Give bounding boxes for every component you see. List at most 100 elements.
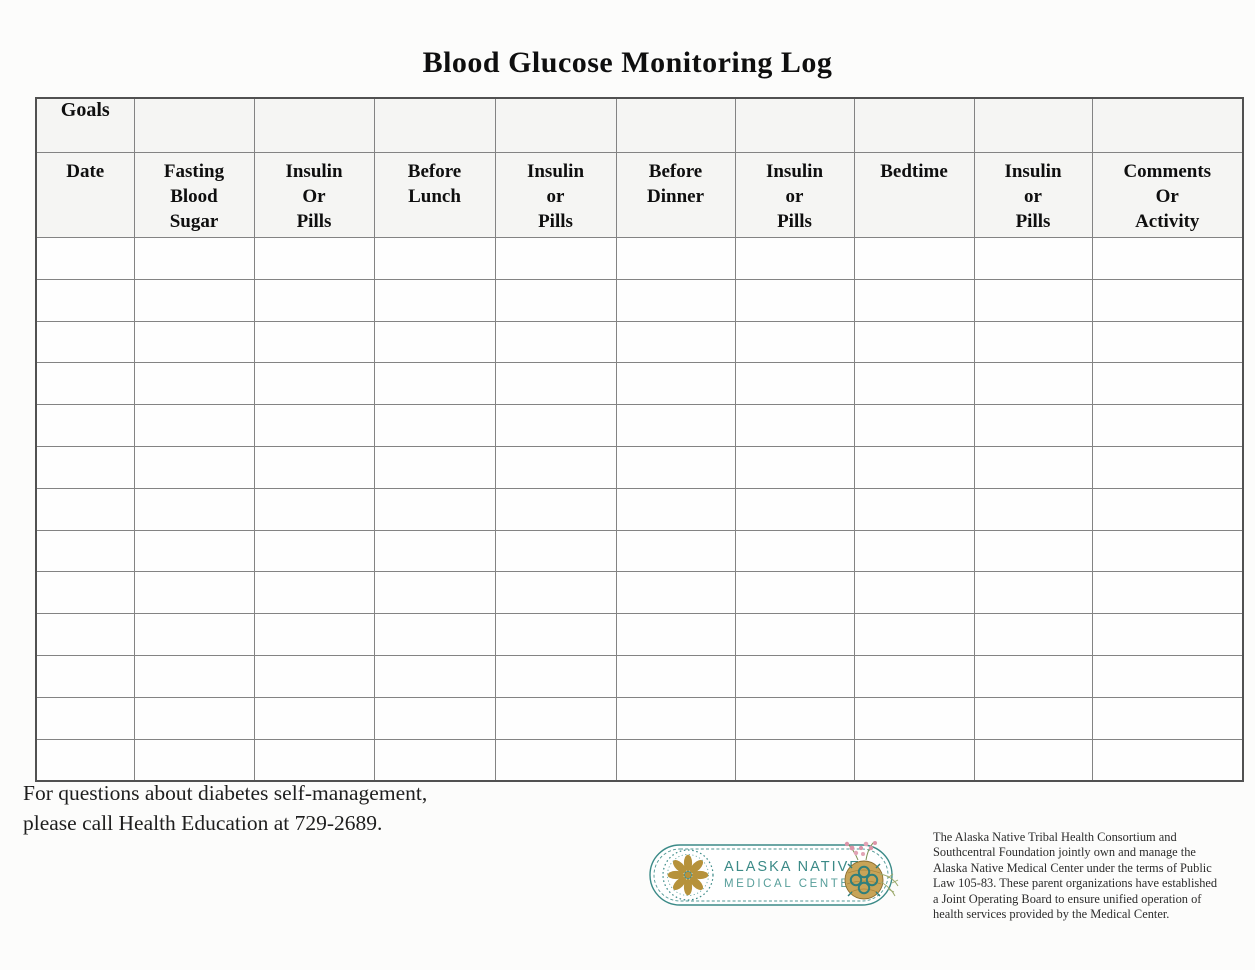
log-entry-cell[interactable] [615,237,736,280]
log-entry-cell[interactable] [133,738,255,782]
log-entry-cell[interactable] [734,738,855,782]
log-entry-cell[interactable] [253,445,375,489]
log-entry-cell[interactable] [494,696,617,740]
log-entry-cell[interactable] [494,320,617,364]
log-entry-cell[interactable] [615,320,736,364]
log-entry-cell[interactable] [973,571,1093,615]
log-entry-cell[interactable] [734,320,855,364]
goals-entry-cell[interactable] [1091,97,1244,153]
log-entry-cell[interactable] [1091,404,1244,447]
log-entry-cell[interactable] [373,571,496,615]
log-entry-cell[interactable] [734,362,855,406]
log-entry-cell[interactable] [973,487,1093,531]
log-entry-cell[interactable] [494,529,617,573]
log-entry-cell[interactable] [853,571,975,615]
goals-entry-cell[interactable] [973,97,1093,153]
log-entry-cell[interactable] [253,237,375,280]
log-entry-cell[interactable] [1091,445,1244,489]
goals-entry-cell[interactable] [494,97,617,153]
log-entry-cell[interactable] [973,404,1093,447]
log-entry-cell[interactable] [35,529,135,573]
log-entry-cell[interactable] [615,613,736,656]
log-entry-cell[interactable] [133,362,255,406]
log-entry-cell[interactable] [734,237,855,280]
log-entry-cell[interactable] [973,445,1093,489]
log-entry-cell[interactable] [615,278,736,322]
log-entry-cell[interactable] [253,487,375,531]
log-entry-cell[interactable] [734,404,855,447]
log-entry-cell[interactable] [615,738,736,782]
log-entry-cell[interactable] [734,571,855,615]
log-entry-cell[interactable] [373,613,496,656]
log-entry-cell[interactable] [373,696,496,740]
log-entry-cell[interactable] [973,237,1093,280]
log-entry-cell[interactable] [133,529,255,573]
log-entry-cell[interactable] [1091,487,1244,531]
log-entry-cell[interactable] [1091,362,1244,406]
log-entry-cell[interactable] [35,404,135,447]
log-entry-cell[interactable] [373,237,496,280]
log-entry-cell[interactable] [1091,613,1244,656]
log-entry-cell[interactable] [35,320,135,364]
log-entry-cell[interactable] [734,696,855,740]
log-entry-cell[interactable] [615,487,736,531]
goals-entry-cell[interactable] [133,97,255,153]
log-entry-cell[interactable] [35,696,135,740]
log-entry-cell[interactable] [253,404,375,447]
log-entry-cell[interactable] [734,445,855,489]
log-entry-cell[interactable] [615,654,736,698]
log-entry-cell[interactable] [734,278,855,322]
log-entry-cell[interactable] [973,613,1093,656]
log-entry-cell[interactable] [973,278,1093,322]
log-entry-cell[interactable] [373,320,496,364]
log-entry-cell[interactable] [1091,320,1244,364]
log-entry-cell[interactable] [133,445,255,489]
log-entry-cell[interactable] [734,654,855,698]
log-entry-cell[interactable] [853,738,975,782]
log-entry-cell[interactable] [734,613,855,656]
log-entry-cell[interactable] [1091,529,1244,573]
goals-entry-cell[interactable] [615,97,736,153]
log-entry-cell[interactable] [1091,278,1244,322]
log-entry-cell[interactable] [373,487,496,531]
log-entry-cell[interactable] [253,362,375,406]
log-entry-cell[interactable] [1091,654,1244,698]
log-entry-cell[interactable] [494,278,617,322]
log-entry-cell[interactable] [373,362,496,406]
log-entry-cell[interactable] [494,404,617,447]
goals-entry-cell[interactable] [853,97,975,153]
log-entry-cell[interactable] [853,445,975,489]
log-entry-cell[interactable] [35,487,135,531]
log-entry-cell[interactable] [734,529,855,573]
log-entry-cell[interactable] [853,696,975,740]
log-entry-cell[interactable] [35,278,135,322]
log-entry-cell[interactable] [494,487,617,531]
log-entry-cell[interactable] [35,445,135,489]
log-entry-cell[interactable] [853,654,975,698]
log-entry-cell[interactable] [133,696,255,740]
log-entry-cell[interactable] [1091,571,1244,615]
log-entry-cell[interactable] [373,404,496,447]
log-entry-cell[interactable] [494,445,617,489]
log-entry-cell[interactable] [373,278,496,322]
log-entry-cell[interactable] [253,529,375,573]
log-entry-cell[interactable] [133,278,255,322]
log-entry-cell[interactable] [35,613,135,656]
log-entry-cell[interactable] [853,404,975,447]
log-entry-cell[interactable] [253,571,375,615]
log-entry-cell[interactable] [615,696,736,740]
log-entry-cell[interactable] [853,320,975,364]
log-entry-cell[interactable] [615,445,736,489]
log-entry-cell[interactable] [853,362,975,406]
log-entry-cell[interactable] [973,362,1093,406]
log-entry-cell[interactable] [253,654,375,698]
log-entry-cell[interactable] [973,320,1093,364]
log-entry-cell[interactable] [853,613,975,656]
log-entry-cell[interactable] [1091,237,1244,280]
log-entry-cell[interactable] [494,571,617,615]
log-entry-cell[interactable] [973,696,1093,740]
log-entry-cell[interactable] [35,237,135,280]
log-entry-cell[interactable] [133,404,255,447]
log-entry-cell[interactable] [133,320,255,364]
log-entry-cell[interactable] [615,571,736,615]
